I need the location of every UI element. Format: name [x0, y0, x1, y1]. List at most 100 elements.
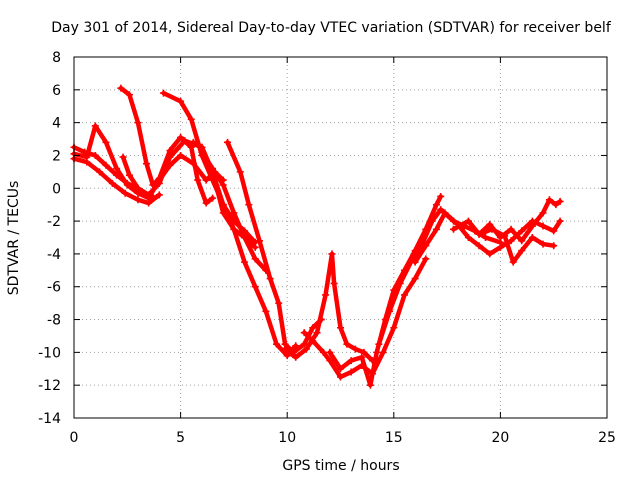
data-point — [343, 340, 351, 348]
plot-frame — [73, 56, 608, 419]
data-point — [273, 340, 281, 348]
data-point — [337, 365, 344, 373]
data-point — [373, 348, 381, 356]
data-point — [194, 176, 202, 184]
data-point — [475, 242, 483, 250]
y-tick-label: 0 — [52, 181, 61, 197]
data-point — [166, 153, 174, 161]
series-layer — [70, 84, 564, 389]
data-point — [117, 84, 125, 92]
data-point — [241, 258, 249, 266]
data-point — [160, 89, 168, 97]
data-point — [91, 151, 99, 159]
data-point — [449, 225, 457, 233]
data-point — [187, 115, 195, 123]
data-point — [198, 148, 206, 156]
data-point — [550, 227, 558, 235]
series-12 — [326, 192, 445, 389]
data-point — [177, 97, 185, 105]
series-8 — [198, 148, 270, 274]
series-line — [161, 90, 298, 358]
x-tick-label: 20 — [491, 430, 509, 446]
y-tick-label: -4 — [47, 247, 61, 263]
y-tick-label: -10 — [38, 345, 61, 361]
data-point — [123, 181, 131, 189]
data-point — [209, 194, 217, 202]
data-point — [326, 357, 334, 365]
y-tick-label: -2 — [47, 214, 61, 230]
data-point — [91, 122, 99, 130]
y-tick-label: -6 — [47, 280, 61, 296]
data-point — [496, 243, 504, 251]
data-point — [155, 179, 163, 187]
data-point — [155, 191, 163, 199]
data-point — [432, 201, 440, 209]
data-point — [125, 91, 133, 99]
x-tick-label: 5 — [176, 430, 185, 446]
data-point — [539, 209, 547, 217]
data-point — [302, 345, 310, 353]
data-point — [145, 191, 153, 199]
data-point — [507, 225, 515, 233]
data-point — [224, 138, 232, 146]
data-point — [475, 230, 483, 238]
data-point — [322, 291, 330, 299]
data-point — [347, 357, 355, 365]
data-point — [108, 179, 116, 187]
data-point — [432, 225, 440, 233]
x-tick-label: 25 — [598, 430, 616, 446]
data-point — [347, 368, 355, 376]
data-point — [328, 250, 336, 258]
x-tick-label: 15 — [385, 430, 403, 446]
data-point — [230, 209, 238, 217]
x-tick-label: 10 — [278, 430, 296, 446]
data-point — [360, 348, 368, 356]
data-point — [251, 238, 259, 246]
data-point — [486, 250, 494, 258]
data-point — [251, 283, 259, 291]
y-tick-label: -14 — [38, 411, 61, 427]
data-point — [488, 225, 496, 233]
chart-title: Day 301 of 2014, Sidereal Day-to-day VTE… — [51, 20, 612, 36]
data-point — [411, 275, 419, 283]
data-point — [400, 291, 408, 299]
data-point — [121, 189, 129, 197]
data-point — [134, 184, 142, 192]
data-point — [518, 237, 526, 245]
data-point — [202, 176, 210, 184]
data-point — [300, 329, 308, 337]
data-point — [422, 255, 430, 263]
data-point — [119, 153, 127, 161]
data-point — [236, 168, 244, 176]
data-point — [437, 206, 445, 214]
data-point — [281, 345, 289, 353]
data-point — [177, 133, 185, 141]
data-point — [366, 381, 374, 389]
data-point — [102, 138, 110, 146]
data-point — [309, 337, 317, 345]
data-point — [326, 348, 334, 356]
x-tick-label: 0 — [70, 430, 79, 446]
series-6 — [160, 89, 300, 360]
y-tick-label: 4 — [52, 116, 61, 132]
data-point — [390, 324, 398, 332]
data-point — [545, 196, 553, 204]
data-point — [102, 161, 110, 169]
data-point — [501, 232, 509, 240]
data-point — [539, 222, 547, 230]
data-point — [202, 199, 210, 207]
data-point — [556, 217, 564, 225]
data-point — [300, 340, 308, 348]
data-point — [428, 217, 436, 225]
data-point — [219, 201, 227, 209]
data-point — [411, 258, 419, 266]
data-point — [275, 299, 283, 307]
data-point — [386, 307, 394, 315]
series-line — [476, 227, 556, 265]
data-point — [166, 147, 174, 155]
x-axis-label: GPS time / hours — [282, 458, 399, 474]
data-point — [181, 137, 189, 145]
data-point — [230, 225, 238, 233]
